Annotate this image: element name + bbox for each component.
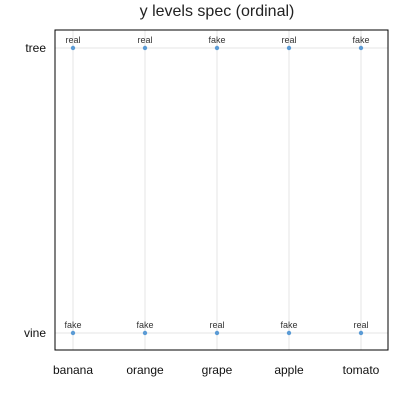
data-point (214, 45, 220, 51)
data-label: real (353, 320, 368, 330)
data-point (286, 330, 292, 336)
points-layer (70, 45, 364, 336)
x-axis-ticks: banana orange grape apple tomato (53, 363, 380, 377)
data-label: real (65, 35, 80, 45)
y-axis-ticks: vine tree (24, 41, 46, 340)
chart-title: y levels spec (ordinal) (140, 3, 295, 20)
plot-frame (54, 29, 389, 351)
data-point (142, 330, 148, 336)
y-tick-label: tree (25, 41, 46, 55)
x-tick-label: banana (53, 363, 93, 377)
data-label: real (137, 35, 152, 45)
data-label: real (209, 320, 224, 330)
grid-layer (55, 30, 388, 350)
data-point (358, 330, 364, 336)
data-label: fake (352, 35, 369, 45)
data-point (70, 45, 76, 51)
data-point (70, 330, 76, 336)
x-tick-label: grape (202, 363, 233, 377)
x-tick-label: tomato (343, 363, 380, 377)
x-tick-label: orange (126, 363, 164, 377)
data-point (286, 45, 292, 51)
data-label: real (281, 35, 296, 45)
data-label: fake (64, 320, 81, 330)
x-tick-label: apple (274, 363, 304, 377)
data-point (214, 330, 220, 336)
data-label: fake (280, 320, 297, 330)
data-point (142, 45, 148, 51)
data-label: fake (136, 320, 153, 330)
data-label: fake (208, 35, 225, 45)
data-labels-layer: real real fake real fake fake fake real fake real (64, 35, 369, 330)
y-tick-label: vine (24, 326, 46, 340)
data-point (358, 45, 364, 51)
